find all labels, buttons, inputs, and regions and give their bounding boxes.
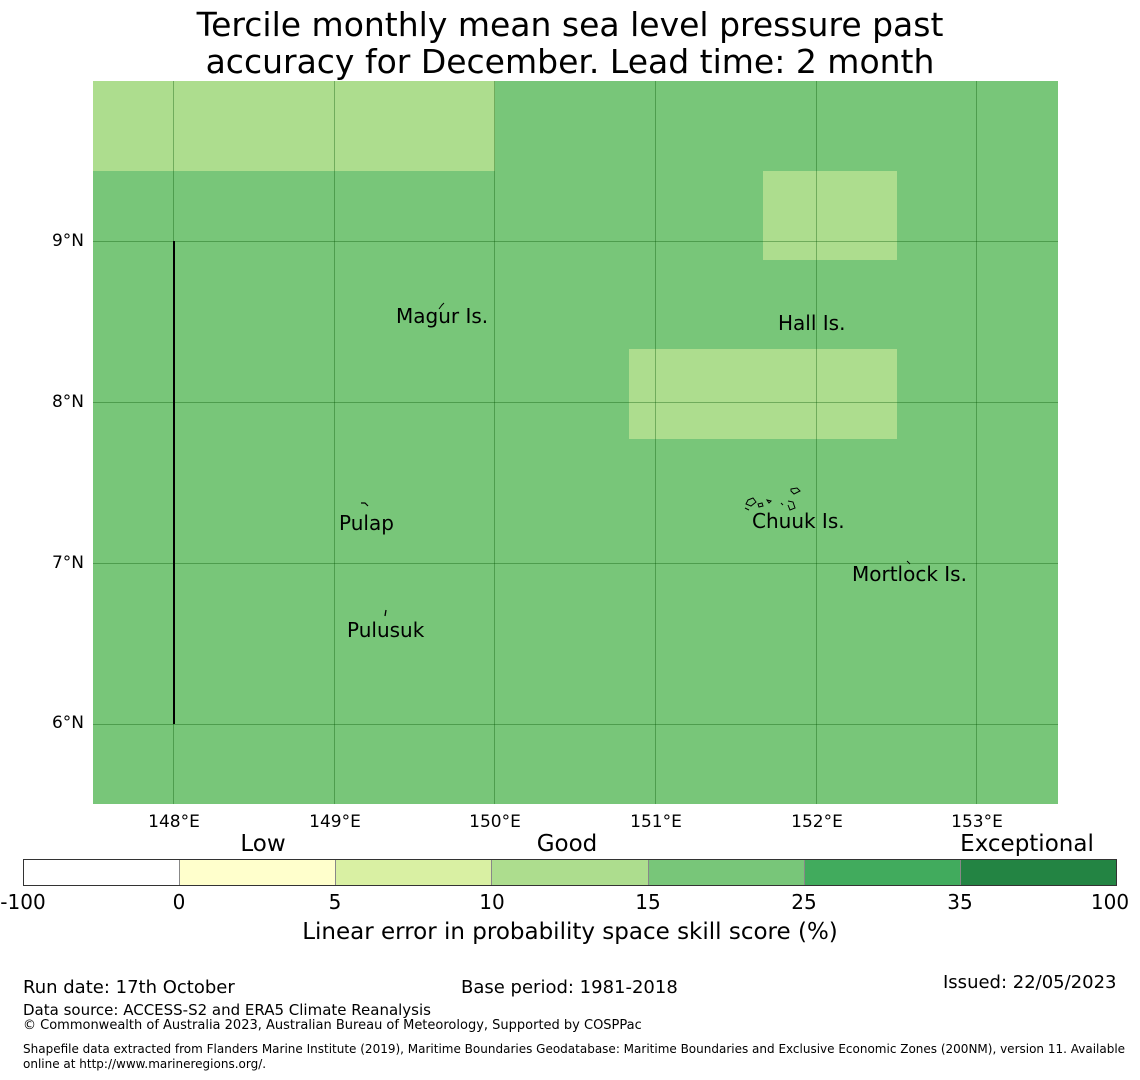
copyright: © Commonwealth of Australia 2023, Austra… bbox=[23, 1018, 642, 1033]
gridline-149e bbox=[334, 81, 335, 804]
lon-label-152e: 152°E bbox=[791, 812, 843, 832]
skill-map: Magur Is. Hall Is. Pulap Chuuk Is. Mortl… bbox=[93, 81, 1058, 804]
skill-cell-high-e bbox=[629, 349, 897, 439]
gridline-7n bbox=[93, 563, 1058, 564]
colorbar-tick: -100 bbox=[0, 890, 46, 914]
colorbar bbox=[23, 859, 1117, 886]
shapefile-credit-line-1: Shapefile data extracted from Flanders M… bbox=[23, 1042, 1126, 1056]
run-date: Run date: 17th October bbox=[23, 977, 235, 998]
lat-label-7n: 7°N bbox=[51, 553, 84, 573]
category-exceptional: Exceptional bbox=[960, 831, 1094, 857]
place-label-magur: Magur Is. bbox=[396, 304, 489, 328]
lon-label-153e: 153°E bbox=[951, 812, 1003, 832]
lat-label-9n: 9°N bbox=[51, 231, 84, 251]
lon-label-148e: 148°E bbox=[148, 812, 200, 832]
place-label-pulusuk: Pulusuk bbox=[347, 618, 425, 642]
skill-cell-high-ne bbox=[763, 171, 897, 260]
data-source: Data source: ACCESS-S2 and ERA5 Climate … bbox=[23, 1001, 431, 1019]
shapefile-credit-line-2: online at http://www.marineregions.org/. bbox=[23, 1057, 267, 1071]
colorbar-tick: 0 bbox=[172, 890, 186, 914]
colorbar-tick: 25 bbox=[791, 890, 817, 914]
colorbar-tick: 100 bbox=[1090, 890, 1130, 914]
issued-date: Issued: 22/05/2023 bbox=[943, 972, 1117, 993]
lon-label-150e: 150°E bbox=[469, 812, 521, 832]
mortlock-island-outline bbox=[906, 560, 911, 565]
place-label-chuuk: Chuuk Is. bbox=[752, 509, 845, 533]
category-low: Low bbox=[240, 831, 286, 857]
magur-island-outline bbox=[438, 302, 445, 310]
title-line-2: accuracy for December. Lead time: 2 mont… bbox=[205, 42, 935, 81]
place-label-hall: Hall Is. bbox=[778, 311, 846, 335]
gridline-153e bbox=[976, 81, 977, 804]
colorbar-segment bbox=[336, 860, 493, 885]
lat-label-6n: 6°N bbox=[51, 713, 84, 733]
skill-cell-high-nw bbox=[93, 81, 495, 171]
colorbar-label: Linear error in probability space skill … bbox=[302, 919, 838, 945]
gridline-6n bbox=[93, 724, 1058, 725]
gridline-151e bbox=[655, 81, 656, 804]
pulap-island-outline bbox=[361, 502, 369, 507]
lon-label-151e: 151°E bbox=[630, 812, 682, 832]
colorbar-segment bbox=[648, 860, 805, 885]
map-title: Tercile monthly mean sea level pressure … bbox=[0, 6, 1140, 80]
place-label-mortlock: Mortlock Is. bbox=[852, 562, 967, 586]
gridline-150e bbox=[494, 81, 495, 804]
gridline-8n bbox=[93, 402, 1058, 403]
lat-label-8n: 8°N bbox=[51, 392, 84, 412]
gridline-9n bbox=[93, 241, 1058, 242]
colorbar-tick: 10 bbox=[479, 890, 505, 914]
category-good: Good bbox=[536, 831, 598, 857]
colorbar-tick: 15 bbox=[635, 890, 661, 914]
colorbar-tick: 35 bbox=[947, 890, 973, 914]
pulusuk-island-outline bbox=[384, 609, 387, 617]
chuuk-islands-outline bbox=[744, 487, 801, 511]
lon-label-149e: 149°E bbox=[309, 812, 361, 832]
colorbar-segment bbox=[804, 860, 961, 885]
title-line-1: Tercile monthly mean sea level pressure … bbox=[196, 5, 944, 44]
colorbar-segment bbox=[960, 860, 1116, 885]
colorbar-segment bbox=[492, 860, 649, 885]
colorbar-tick: 5 bbox=[328, 890, 342, 914]
eez-boundary-line bbox=[173, 241, 175, 724]
place-label-pulap: Pulap bbox=[339, 511, 394, 535]
base-period: Base period: 1981-2018 bbox=[461, 977, 678, 998]
gridline-152e bbox=[816, 81, 817, 804]
colorbar-segment bbox=[180, 860, 337, 885]
colorbar-segment bbox=[24, 860, 181, 885]
